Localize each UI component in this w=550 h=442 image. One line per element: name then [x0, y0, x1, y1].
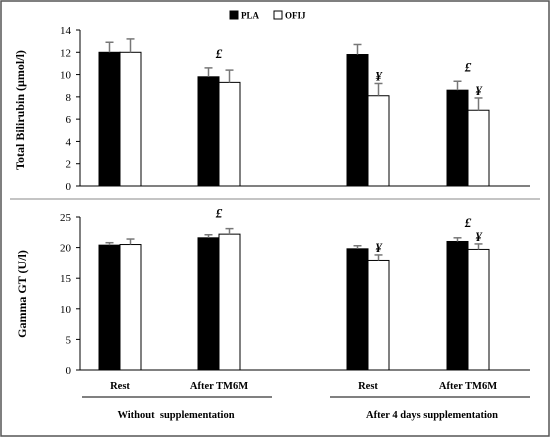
x-label-rest-2: Rest [358, 381, 378, 392]
bar-ofij-2 [367, 259, 390, 371]
bar-pla-2 [346, 248, 369, 371]
y-tick-label: 8 [66, 92, 72, 104]
bar-pla-1 [197, 237, 220, 371]
y-tick-label: 0 [66, 181, 72, 193]
bar-ofij-0 [119, 244, 142, 371]
y-tick-label: 14 [60, 25, 72, 37]
y-tick-label: 6 [66, 114, 72, 126]
ylabel-total-bilirubin: Total Bilirubin (µmol/l) [13, 50, 27, 170]
legend-swatch-ofij [273, 10, 283, 20]
annotation-mark: ¥ [375, 240, 383, 255]
bar-pla-2 [346, 54, 369, 187]
x-label-rest-1: Rest [110, 381, 130, 392]
annotation-mark: ¥ [475, 229, 483, 244]
bar-pla-0 [98, 51, 121, 187]
y-tick-label: 20 [60, 243, 72, 255]
annotations-total-bilirubin: £¥£¥ [215, 46, 484, 98]
bars-gamma-gt [98, 227, 490, 371]
bar-ofij-0 [119, 51, 142, 187]
bar-ofij-1 [218, 233, 241, 371]
y-tick-label: 0 [66, 365, 72, 377]
annotation-mark: £ [464, 59, 472, 74]
y-tick-label: 2 [66, 159, 72, 171]
ylabel-gamma-gt: Gamma GT (U/l) [15, 250, 29, 338]
bar-pla-3 [446, 89, 469, 187]
y-tick-label: 10 [60, 70, 72, 82]
annotation-mark: ¥ [475, 83, 483, 98]
bars-total-bilirubin [98, 38, 490, 187]
x-label-after-tm6m-2: After TM6M [439, 381, 497, 392]
annotation-mark: ¥ [375, 68, 383, 83]
annotation-mark: £ [215, 46, 223, 61]
annotation-mark: £ [464, 215, 472, 230]
legend-swatch-pla [229, 10, 239, 20]
bar-ofij-3 [467, 109, 490, 187]
bar-pla-0 [98, 244, 121, 371]
annotation-mark: £ [215, 206, 223, 221]
y-tick-label: 15 [60, 273, 72, 285]
annotations-gamma-gt: £¥£¥ [215, 206, 484, 255]
y-tick-label: 5 [66, 334, 72, 346]
x-category-labels: Rest After TM6M Rest After TM6M [110, 381, 497, 392]
y-ticks-gamma-gt: 0 5 10 15 20 25 [60, 212, 80, 377]
y-tick-label: 25 [60, 212, 72, 224]
y-ticks-total-bilirubin: 0 2 4 6 8 10 12 14 [60, 25, 80, 193]
legend-label-pla: PLA [241, 11, 260, 21]
group-label-without-supplementation: Without supplementation [117, 410, 234, 421]
bar-pla-3 [446, 240, 469, 371]
bar-ofij-3 [467, 248, 490, 371]
bar-pla-1 [197, 76, 220, 187]
y-tick-label: 12 [60, 47, 71, 59]
bar-ofij-2 [367, 95, 390, 187]
bar-ofij-1 [218, 81, 241, 187]
legend: PLA OFIJ [229, 10, 306, 21]
y-tick-label: 10 [60, 304, 72, 316]
x-label-after-tm6m-1: After TM6M [190, 381, 248, 392]
group-label-after-4-days-supplementation: After 4 days supplementation [366, 410, 498, 421]
y-tick-label: 4 [66, 136, 72, 148]
legend-label-ofij: OFIJ [285, 11, 306, 21]
